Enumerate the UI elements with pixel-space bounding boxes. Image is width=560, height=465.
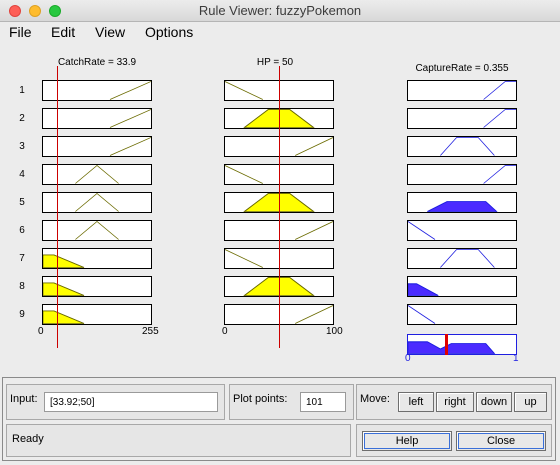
- catchrate-tick-min: 0: [38, 326, 44, 337]
- hp-tick-min: 0: [222, 326, 228, 337]
- title-bar: Rule Viewer: fuzzyPokemon: [0, 0, 560, 22]
- mf-curve: [295, 137, 333, 156]
- catchrate-tick-max: 255: [142, 326, 159, 337]
- move-group: Move: left right down up: [356, 384, 552, 420]
- mf-curve: [440, 137, 495, 156]
- mf-curve: [109, 81, 151, 100]
- catch-value-marker[interactable]: [56, 66, 58, 348]
- move-left-button[interactable]: left: [398, 392, 434, 412]
- rule-1-out-mf[interactable]: [407, 80, 517, 101]
- mf-curve-fill: [408, 283, 439, 296]
- mf-curve: [295, 305, 333, 324]
- rule-number: 7: [19, 253, 25, 264]
- mf-curve: [408, 283, 439, 296]
- out-value-marker[interactable]: [445, 334, 449, 355]
- mf-curve: [75, 193, 119, 212]
- rule-4-catch-mf[interactable]: [42, 164, 152, 185]
- menu-view[interactable]: View: [95, 24, 126, 40]
- close-button[interactable]: Close: [456, 431, 546, 451]
- mf-curve: [440, 249, 495, 268]
- close-window-button[interactable]: [9, 5, 21, 17]
- move-up-button[interactable]: up: [514, 392, 547, 412]
- rule-5-catch-mf[interactable]: [42, 192, 152, 213]
- rule-8-catch-mf[interactable]: [42, 276, 152, 297]
- mf-curve: [483, 109, 516, 128]
- window-title: Rule Viewer: fuzzyPokemon: [198, 3, 362, 18]
- mf-curve: [75, 165, 119, 184]
- menu-bar: File Edit View Options: [0, 22, 560, 44]
- plot-points-group: Plot points: 101: [229, 384, 354, 420]
- mf-curve: [408, 221, 436, 240]
- help-button[interactable]: Help: [362, 431, 452, 451]
- mf-curve: [225, 81, 263, 100]
- rule-number: 9: [19, 309, 25, 320]
- rule-number: 8: [19, 281, 25, 292]
- action-group: Help Close: [356, 424, 552, 457]
- rule-2-catch-mf[interactable]: [42, 108, 152, 129]
- mf-curve: [427, 201, 497, 212]
- rule-4-out-mf[interactable]: [407, 164, 517, 185]
- rule-number: 3: [19, 141, 25, 152]
- status-area: Ready: [6, 424, 351, 457]
- rule-7-out-mf[interactable]: [407, 248, 517, 269]
- status-text: Ready: [12, 433, 44, 445]
- input-group: Input: [33.92;50]: [6, 384, 225, 420]
- capturerate-title: CaptureRate = 0.355: [415, 63, 509, 74]
- rule-9-catch-mf[interactable]: [42, 304, 152, 325]
- rule-5-out-mf[interactable]: [407, 192, 517, 213]
- aggregate-output-plot: [407, 334, 517, 355]
- menu-options[interactable]: Options: [145, 24, 194, 40]
- rule-number: 4: [19, 169, 25, 180]
- rule-3-catch-mf[interactable]: [42, 136, 152, 157]
- move-down-button[interactable]: down: [476, 392, 512, 412]
- mf-curve: [295, 221, 333, 240]
- maximize-window-button[interactable]: [49, 5, 61, 17]
- rule-6-catch-mf[interactable]: [42, 220, 152, 241]
- capturerate-tick-min: 0: [405, 353, 411, 364]
- mf-curve: [43, 310, 85, 324]
- menu-file[interactable]: File: [9, 24, 32, 40]
- rule-number: 1: [19, 85, 25, 96]
- rule-8-out-mf[interactable]: [407, 276, 517, 297]
- rule-6-out-mf[interactable]: [407, 220, 517, 241]
- input-field[interactable]: [33.92;50]: [44, 392, 218, 412]
- menu-edit[interactable]: Edit: [51, 24, 76, 40]
- move-right-button[interactable]: right: [436, 392, 474, 412]
- rule-number: 6: [19, 225, 25, 236]
- rule-2-out-mf[interactable]: [407, 108, 517, 129]
- minimize-window-button[interactable]: [29, 5, 41, 17]
- rule-number: 5: [19, 197, 25, 208]
- mf-curve: [43, 254, 85, 268]
- mf-curve: [109, 137, 151, 156]
- mf-curve: [43, 282, 85, 296]
- mf-curve: [408, 305, 436, 324]
- mf-curve: [75, 221, 119, 240]
- catchrate-title: CatchRate = 33.9: [57, 57, 137, 68]
- rule-1-catch-mf[interactable]: [42, 80, 152, 101]
- mf-curve: [483, 165, 516, 184]
- mf-curve-fill: [43, 310, 85, 324]
- mf-curve: [225, 249, 263, 268]
- mf-curve: [109, 109, 151, 128]
- capturerate-tick-max: 1: [513, 353, 519, 364]
- rule-plot-area: CatchRate = 33.9 HP = 50 CaptureRate = 0…: [0, 44, 560, 370]
- hp-tick-max: 100: [326, 326, 343, 337]
- input-label: Input:: [10, 393, 38, 405]
- mf-curve: [483, 81, 516, 100]
- rule-9-out-mf[interactable]: [407, 304, 517, 325]
- move-label: Move:: [360, 393, 390, 405]
- plot-points-field[interactable]: 101: [300, 392, 346, 412]
- plot-points-label: Plot points:: [233, 393, 288, 405]
- rule-number: 2: [19, 113, 25, 124]
- rule-3-out-mf[interactable]: [407, 136, 517, 157]
- hp-title: HP = 50: [256, 57, 294, 68]
- mf-curve-fill: [43, 282, 85, 296]
- rule-7-catch-mf[interactable]: [42, 248, 152, 269]
- mf-curve: [225, 165, 263, 184]
- hp-value-marker[interactable]: [279, 66, 280, 348]
- mf-curve-fill: [43, 254, 85, 268]
